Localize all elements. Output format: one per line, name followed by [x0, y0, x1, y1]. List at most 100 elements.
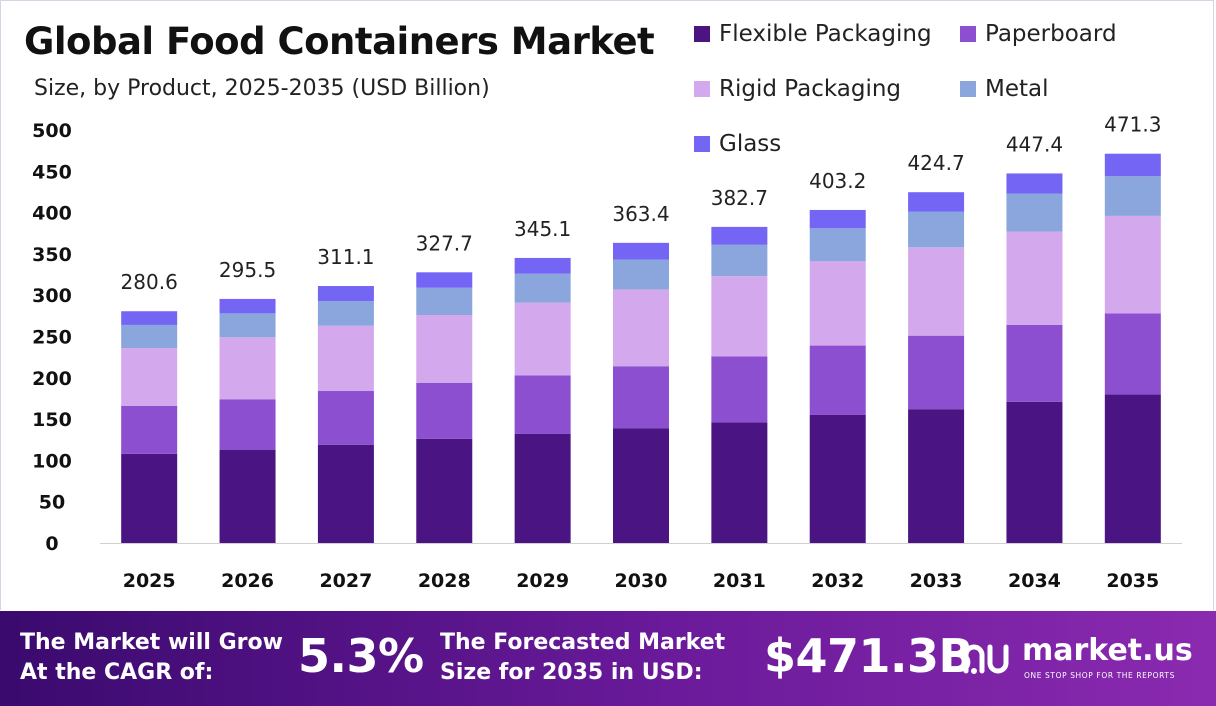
bar-segment-paperboard [219, 399, 276, 450]
bar-segment-glass [613, 242, 669, 260]
bar-segment-rigid-packaging [1104, 215, 1161, 314]
bar-segment-glass [809, 209, 866, 229]
bar-total-label: 295.5 [219, 258, 276, 282]
bar-segment-flexible-packaging [514, 433, 571, 543]
bar-segment-paperboard [1006, 324, 1063, 402]
bar-segment-rigid-packaging [908, 247, 965, 336]
legend-label: Glass [719, 131, 782, 157]
bar-segment-metal [121, 324, 178, 349]
bar-segment-glass [514, 257, 571, 274]
x-tick-label: 2031 [713, 570, 766, 592]
bar-total-label: 424.7 [907, 151, 964, 175]
bar-segment-metal [1104, 176, 1161, 216]
x-tick-label: 2032 [811, 570, 864, 592]
legend-item-glass: Glass [694, 131, 781, 157]
legend-item-paperboard: Paperboard [960, 21, 1117, 47]
bar-segment-paperboard [613, 366, 669, 429]
legend-swatch [694, 136, 710, 152]
bar-total-label: 327.7 [416, 231, 473, 255]
bar-segment-paperboard [809, 345, 866, 415]
y-tick-label: 0 [45, 533, 58, 555]
bar-segment-metal [711, 244, 768, 277]
y-tick-label: 250 [32, 327, 72, 349]
chart-subtitle: Size, by Product, 2025-2035 (USD Billion… [34, 76, 490, 101]
legend-swatch [960, 26, 976, 42]
x-tick-label: 2030 [615, 570, 668, 592]
bar-segment-rigid-packaging [219, 337, 276, 400]
legend-label: Metal [985, 76, 1049, 102]
bar-total-label: 280.6 [121, 270, 178, 294]
x-tick-label: 2025 [123, 570, 176, 592]
bar-total-label: 471.3 [1104, 113, 1161, 137]
cagr-caption-line-1: The Market will Grow [20, 630, 283, 655]
x-tick-label: 2034 [1008, 570, 1061, 592]
bar-segment-metal [514, 273, 571, 303]
y-tick-label: 100 [32, 450, 72, 472]
legend-label: Flexible Packaging [719, 21, 932, 47]
bar-segment-glass [1006, 173, 1063, 194]
bar-segment-metal [317, 300, 374, 326]
stacked-bar-chart: 0 50 100 150 200 250 300 350 400 450 500 280.6 2025 2… [32, 113, 1182, 592]
bar-segment-glass [219, 298, 276, 314]
chart-title: Global Food Containers Market [24, 20, 655, 63]
y-tick-label: 400 [32, 203, 72, 225]
bar-segment-metal [1006, 193, 1063, 232]
legend-item-rigid-packaging: Rigid Packaging [694, 76, 901, 102]
bar-segment-flexible-packaging [416, 438, 473, 543]
bar-segment-flexible-packaging [219, 449, 276, 543]
bar-segment-rigid-packaging [416, 315, 473, 383]
bar-segment-rigid-packaging [613, 289, 669, 367]
forecast-value: $471.3B [764, 629, 974, 683]
bar-segment-metal [416, 287, 473, 316]
market-us-logo-icon [963, 644, 1009, 674]
legend-swatch [960, 81, 976, 97]
bar-segment-paperboard [711, 356, 768, 423]
y-tick-label: 300 [32, 285, 72, 307]
chart-frame [0, 0, 1214, 610]
bar-segment-paperboard [416, 382, 473, 439]
bar-segment-rigid-packaging [711, 276, 768, 357]
logo-tagline: ONE STOP SHOP FOR THE REPORTS [1024, 671, 1175, 680]
x-tick-label: 2026 [221, 570, 274, 592]
bar-segment-glass [121, 311, 178, 325]
bar-segment-flexible-packaging [1104, 394, 1161, 543]
cagr-caption: The Market will Grow At the CAGR of: [20, 628, 283, 688]
y-tick-label: 500 [32, 120, 72, 142]
bar-segment-glass [908, 192, 965, 212]
bar-total-label: 311.1 [317, 245, 374, 269]
cagr-value: 5.3% [298, 629, 424, 683]
bar-segment-rigid-packaging [121, 348, 178, 406]
bar-segment-flexible-packaging [908, 409, 965, 543]
legend-item-flexible-packaging: Flexible Packaging [694, 21, 932, 47]
bar-segment-flexible-packaging [809, 414, 866, 543]
bar-segment-flexible-packaging [613, 428, 669, 543]
bar-segment-paperboard [1104, 313, 1161, 395]
forecast-caption-line-1: The Forecasted Market [440, 630, 726, 655]
y-tick-label: 150 [32, 409, 72, 431]
bar-segment-metal [613, 259, 669, 290]
forecast-caption: The Forecasted Market Size for 2035 in U… [440, 628, 725, 688]
bar-segment-metal [908, 211, 965, 248]
bar-segment-rigid-packaging [809, 261, 866, 346]
bar-segment-glass [416, 272, 473, 288]
bar-segment-paperboard [908, 335, 965, 410]
bar-segment-paperboard [514, 375, 571, 434]
bar-segment-glass [711, 226, 768, 245]
bar-total-label: 345.1 [514, 217, 571, 241]
legend-item-metal: Metal [960, 76, 1049, 102]
x-tick-label: 2033 [910, 570, 963, 592]
bar-segment-rigid-packaging [1006, 231, 1063, 325]
footer-banner: The Market will Grow At the CAGR of: 5.3… [0, 611, 1216, 706]
x-tick-label: 2029 [516, 570, 569, 592]
x-tick-label: 2028 [418, 570, 471, 592]
bar-segment-rigid-packaging [317, 325, 374, 392]
bar-segment-paperboard [121, 405, 178, 454]
bar-segment-flexible-packaging [317, 444, 374, 543]
legend-swatch [694, 26, 710, 42]
x-tick-label: 2035 [1106, 570, 1159, 592]
legend-label: Paperboard [985, 21, 1117, 47]
y-tick-label: 50 [39, 492, 65, 514]
bar-segment-rigid-packaging [514, 302, 571, 376]
legend-swatch [694, 81, 710, 97]
y-tick-label: 200 [32, 368, 72, 390]
